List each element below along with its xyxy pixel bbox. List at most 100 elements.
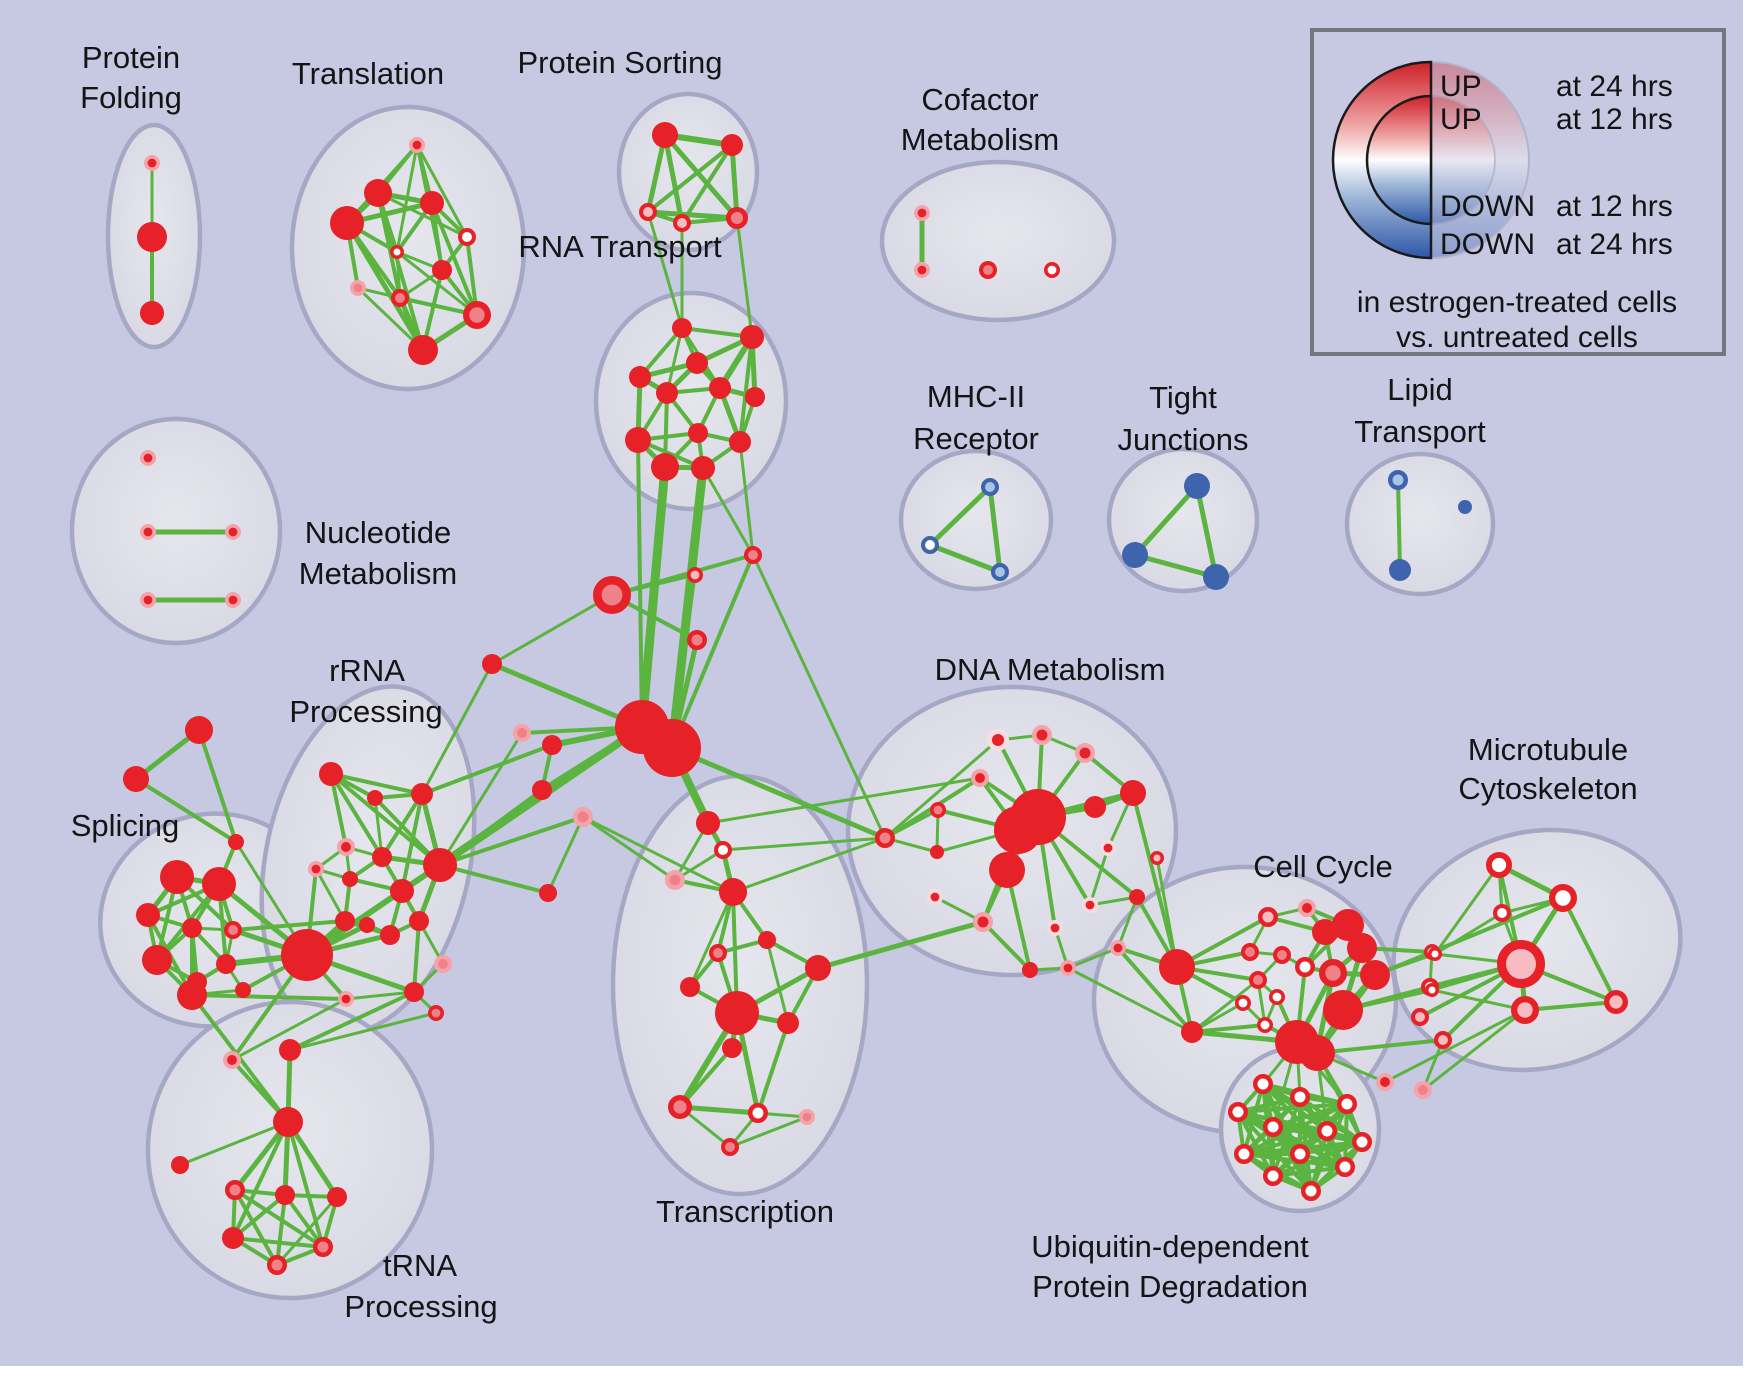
edge-ps1-ps4 xyxy=(662,132,685,226)
node-cf4 xyxy=(1044,261,1061,278)
edge-rt11-hub1 xyxy=(637,462,670,732)
cluster-label-cofactor-metabolism-line2: Metabolism xyxy=(901,122,1060,157)
node-dm19 xyxy=(1110,939,1127,956)
edge-rt2-rt10 xyxy=(738,335,754,444)
cluster-label-ubiquitin-degradation-line2: Protein Degradation xyxy=(1032,1269,1308,1304)
edge-tn1-tn7 xyxy=(286,1120,325,1249)
cluster-labels-layer: Protein Folding Translation Protein Sorting… xyxy=(71,40,1638,1324)
node-rr10 xyxy=(335,911,355,931)
node-cf1 xyxy=(913,205,930,222)
cluster-label-ubiquitin-degradation-line1: Ubiquitin-dependent xyxy=(1031,1229,1309,1264)
node-sp4 xyxy=(182,918,202,938)
node-cn1 xyxy=(593,576,632,615)
legend-row-1-time: at 24 hrs xyxy=(1556,70,1673,103)
edge-tc12-tc13 xyxy=(677,1104,761,1116)
edge-rr13-rr17 xyxy=(412,919,421,994)
edge-sy2-sy1 xyxy=(546,815,585,895)
edge-ub3-ub4 xyxy=(1236,1102,1349,1114)
node-nu5 xyxy=(225,591,242,608)
node-ov2 xyxy=(1414,1081,1433,1100)
cluster-label-translation-line1: Translation xyxy=(292,56,444,91)
node-tn5 xyxy=(327,1187,347,1207)
node-dm3 xyxy=(1075,743,1095,763)
edge-sx1-sx3 xyxy=(197,728,238,844)
edge-tj1-tj2 xyxy=(1132,483,1200,558)
node-tn2 xyxy=(171,1156,189,1174)
node-mt2 xyxy=(1549,884,1578,913)
node-sy2 xyxy=(539,884,557,902)
node-dm13 xyxy=(926,888,943,905)
node-rr18 xyxy=(427,1004,444,1021)
node-cn2 xyxy=(744,546,763,565)
node-rt12 xyxy=(691,456,715,480)
node-cc14 xyxy=(1257,1016,1274,1033)
legend-glyph-inner-right-half xyxy=(1430,94,1496,226)
node-tc10 xyxy=(777,1012,799,1034)
node-ub7 xyxy=(1352,1132,1372,1152)
node-tj3 xyxy=(1203,564,1229,590)
edge-ps1-ps5 xyxy=(662,132,740,221)
edge-tn1-tn6 xyxy=(231,1120,290,1240)
edge-rr16-rr17 xyxy=(344,990,416,1001)
legend-row-2-direction: UP xyxy=(1440,103,1482,136)
node-rr14 xyxy=(281,929,333,981)
node-sp5 xyxy=(223,921,242,940)
node-tr1 xyxy=(408,137,425,154)
edge-rr3-rr8 xyxy=(400,792,424,893)
node-tn0a xyxy=(279,1039,301,1061)
node-tc5 xyxy=(758,931,776,949)
node-ub12 xyxy=(1301,1181,1321,1201)
edge-st1-rr3 xyxy=(420,662,494,796)
edge-tc11-tc12 xyxy=(678,1046,734,1109)
edge-ps3-rt1 xyxy=(646,210,684,330)
edge-ov1-mt8 xyxy=(1383,1008,1527,1084)
edge-ps3-ps5 xyxy=(645,209,740,221)
edge-rr9-sy2 xyxy=(438,863,550,895)
node-mh2 xyxy=(921,536,940,555)
node-rr11 xyxy=(359,917,375,933)
edge-ps2-ps3 xyxy=(646,143,734,214)
node-mt6 xyxy=(1425,983,1439,997)
cluster-label-cofactor-metabolism-line1: Cofactor xyxy=(921,82,1038,117)
node-tc7 xyxy=(680,977,700,997)
cluster-label-mhc-ii-receptor-line2: Receptor xyxy=(913,421,1039,456)
node-ccL xyxy=(1159,949,1195,985)
edge-rr17-tn0a xyxy=(288,990,416,1052)
node-tc1 xyxy=(696,811,720,835)
node-ps3 xyxy=(639,202,658,221)
cluster-label-nucleotide-metabolism-line1: Nucleotide xyxy=(305,515,451,550)
edge-tn1-tn2 xyxy=(178,1120,290,1167)
node-cc8 xyxy=(1273,946,1292,965)
legend-row-3-time: at 12 hrs xyxy=(1556,190,1673,223)
edge-tc4-dm0 xyxy=(731,836,887,894)
node-tr4 xyxy=(330,206,364,240)
node-rt6 xyxy=(709,377,731,399)
edge-rr1-rr4 xyxy=(329,772,348,849)
cluster-label-tight-junctions-line2: Junctions xyxy=(1118,422,1249,457)
edge-tn4-tn8 xyxy=(275,1193,287,1267)
edge-tn4-tn6 xyxy=(231,1193,287,1240)
edge-rr1-rr3 xyxy=(329,772,424,796)
node-hub2 xyxy=(643,719,701,777)
edge-mt1-mt4 xyxy=(1433,863,1501,956)
cluster-label-transcription-line1: Transcription xyxy=(656,1194,834,1229)
node-tr10 xyxy=(462,300,491,329)
node-rt1 xyxy=(672,318,692,338)
node-pf3 xyxy=(140,301,164,325)
node-dm8 xyxy=(1100,839,1117,856)
cluster-label-microtubule-cytoskeleton-line1: Microtubule xyxy=(1468,732,1628,767)
edge-tj1-tj3 xyxy=(1194,483,1219,580)
cluster-label-rna-transport-line1: RNA Transport xyxy=(518,229,722,264)
node-hl1 xyxy=(542,735,562,755)
node-tn1 xyxy=(273,1107,303,1137)
node-cc7 xyxy=(1241,943,1260,962)
node-ps1 xyxy=(652,122,678,148)
node-sy1 xyxy=(573,807,593,827)
edge-tj2-tj3 xyxy=(1132,552,1219,580)
node-dm16 xyxy=(1082,896,1099,913)
node-rt5 xyxy=(656,382,678,404)
node-nu3 xyxy=(225,523,242,540)
cluster-ellipse-lipid-transport xyxy=(1344,451,1496,597)
node-rr2 xyxy=(367,790,383,806)
